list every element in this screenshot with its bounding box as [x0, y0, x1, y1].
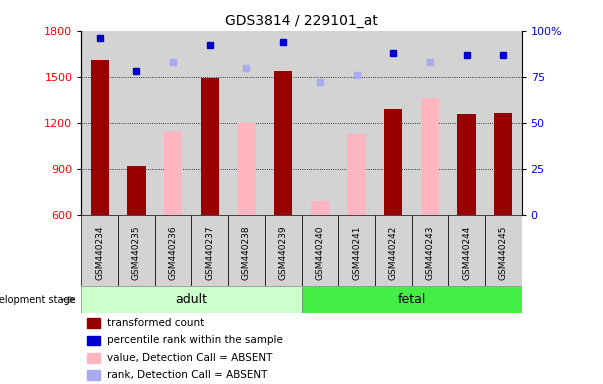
Text: transformed count: transformed count [107, 318, 204, 328]
Text: GSM440240: GSM440240 [315, 226, 324, 280]
Text: GSM440234: GSM440234 [95, 226, 104, 280]
Bar [155, 31, 192, 215]
Text: development stage: development stage [0, 295, 76, 305]
Bar [192, 31, 228, 215]
Text: GSM440242: GSM440242 [389, 226, 398, 280]
Text: adult: adult [175, 293, 207, 306]
Text: GSM440236: GSM440236 [169, 226, 178, 280]
Title: GDS3814 / 229101_at: GDS3814 / 229101_at [225, 14, 378, 28]
Text: percentile rank within the sample: percentile rank within the sample [107, 336, 283, 346]
Bar [81, 286, 302, 313]
Bar [302, 286, 522, 313]
Text: GSM440241: GSM440241 [352, 226, 361, 280]
Bar [201, 78, 219, 215]
Text: GSM440243: GSM440243 [425, 226, 434, 280]
Bar [118, 215, 155, 286]
Bar [228, 215, 265, 286]
Bar [238, 123, 256, 215]
Bar [458, 114, 476, 215]
Bar [87, 336, 99, 345]
Bar [421, 98, 439, 215]
Bar [81, 31, 118, 215]
Bar [485, 215, 522, 286]
Bar [87, 318, 99, 328]
Bar [274, 71, 292, 215]
Text: GSM440238: GSM440238 [242, 226, 251, 280]
Bar [87, 353, 99, 362]
Bar [411, 31, 448, 215]
Bar [192, 215, 228, 286]
Text: value, Detection Call = ABSENT: value, Detection Call = ABSENT [107, 353, 273, 363]
Bar [448, 31, 485, 215]
Bar [311, 201, 329, 215]
Bar [155, 215, 192, 286]
Bar [265, 215, 302, 286]
Text: GSM440237: GSM440237 [205, 226, 214, 280]
Text: GSM440244: GSM440244 [462, 226, 471, 280]
Bar [338, 31, 375, 215]
Bar [375, 215, 411, 286]
Text: fetal: fetal [397, 293, 426, 306]
Bar [302, 31, 338, 215]
Bar [90, 60, 109, 215]
Bar [164, 131, 182, 215]
Bar [448, 215, 485, 286]
Bar [375, 31, 411, 215]
Bar [347, 134, 365, 215]
Bar [384, 109, 402, 215]
Text: GSM440239: GSM440239 [279, 226, 288, 280]
Bar [411, 215, 448, 286]
Bar [118, 31, 155, 215]
Bar [485, 31, 522, 215]
Bar [87, 370, 99, 380]
Text: GSM440245: GSM440245 [499, 226, 508, 280]
Bar [338, 215, 375, 286]
Text: rank, Detection Call = ABSENT: rank, Detection Call = ABSENT [107, 370, 268, 380]
Bar [265, 31, 302, 215]
Bar [81, 215, 118, 286]
Bar [302, 215, 338, 286]
Bar [127, 166, 145, 215]
Bar [228, 31, 265, 215]
Text: GSM440235: GSM440235 [132, 226, 141, 280]
Bar [494, 113, 513, 215]
